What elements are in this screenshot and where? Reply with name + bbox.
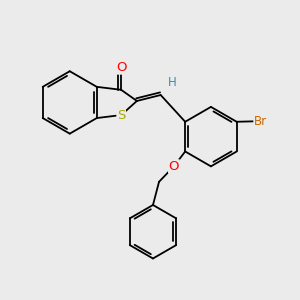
Text: S: S — [117, 109, 125, 122]
Text: O: O — [116, 61, 126, 74]
Text: H: H — [168, 76, 176, 89]
Text: O: O — [169, 160, 179, 173]
Text: Br: Br — [254, 115, 267, 128]
